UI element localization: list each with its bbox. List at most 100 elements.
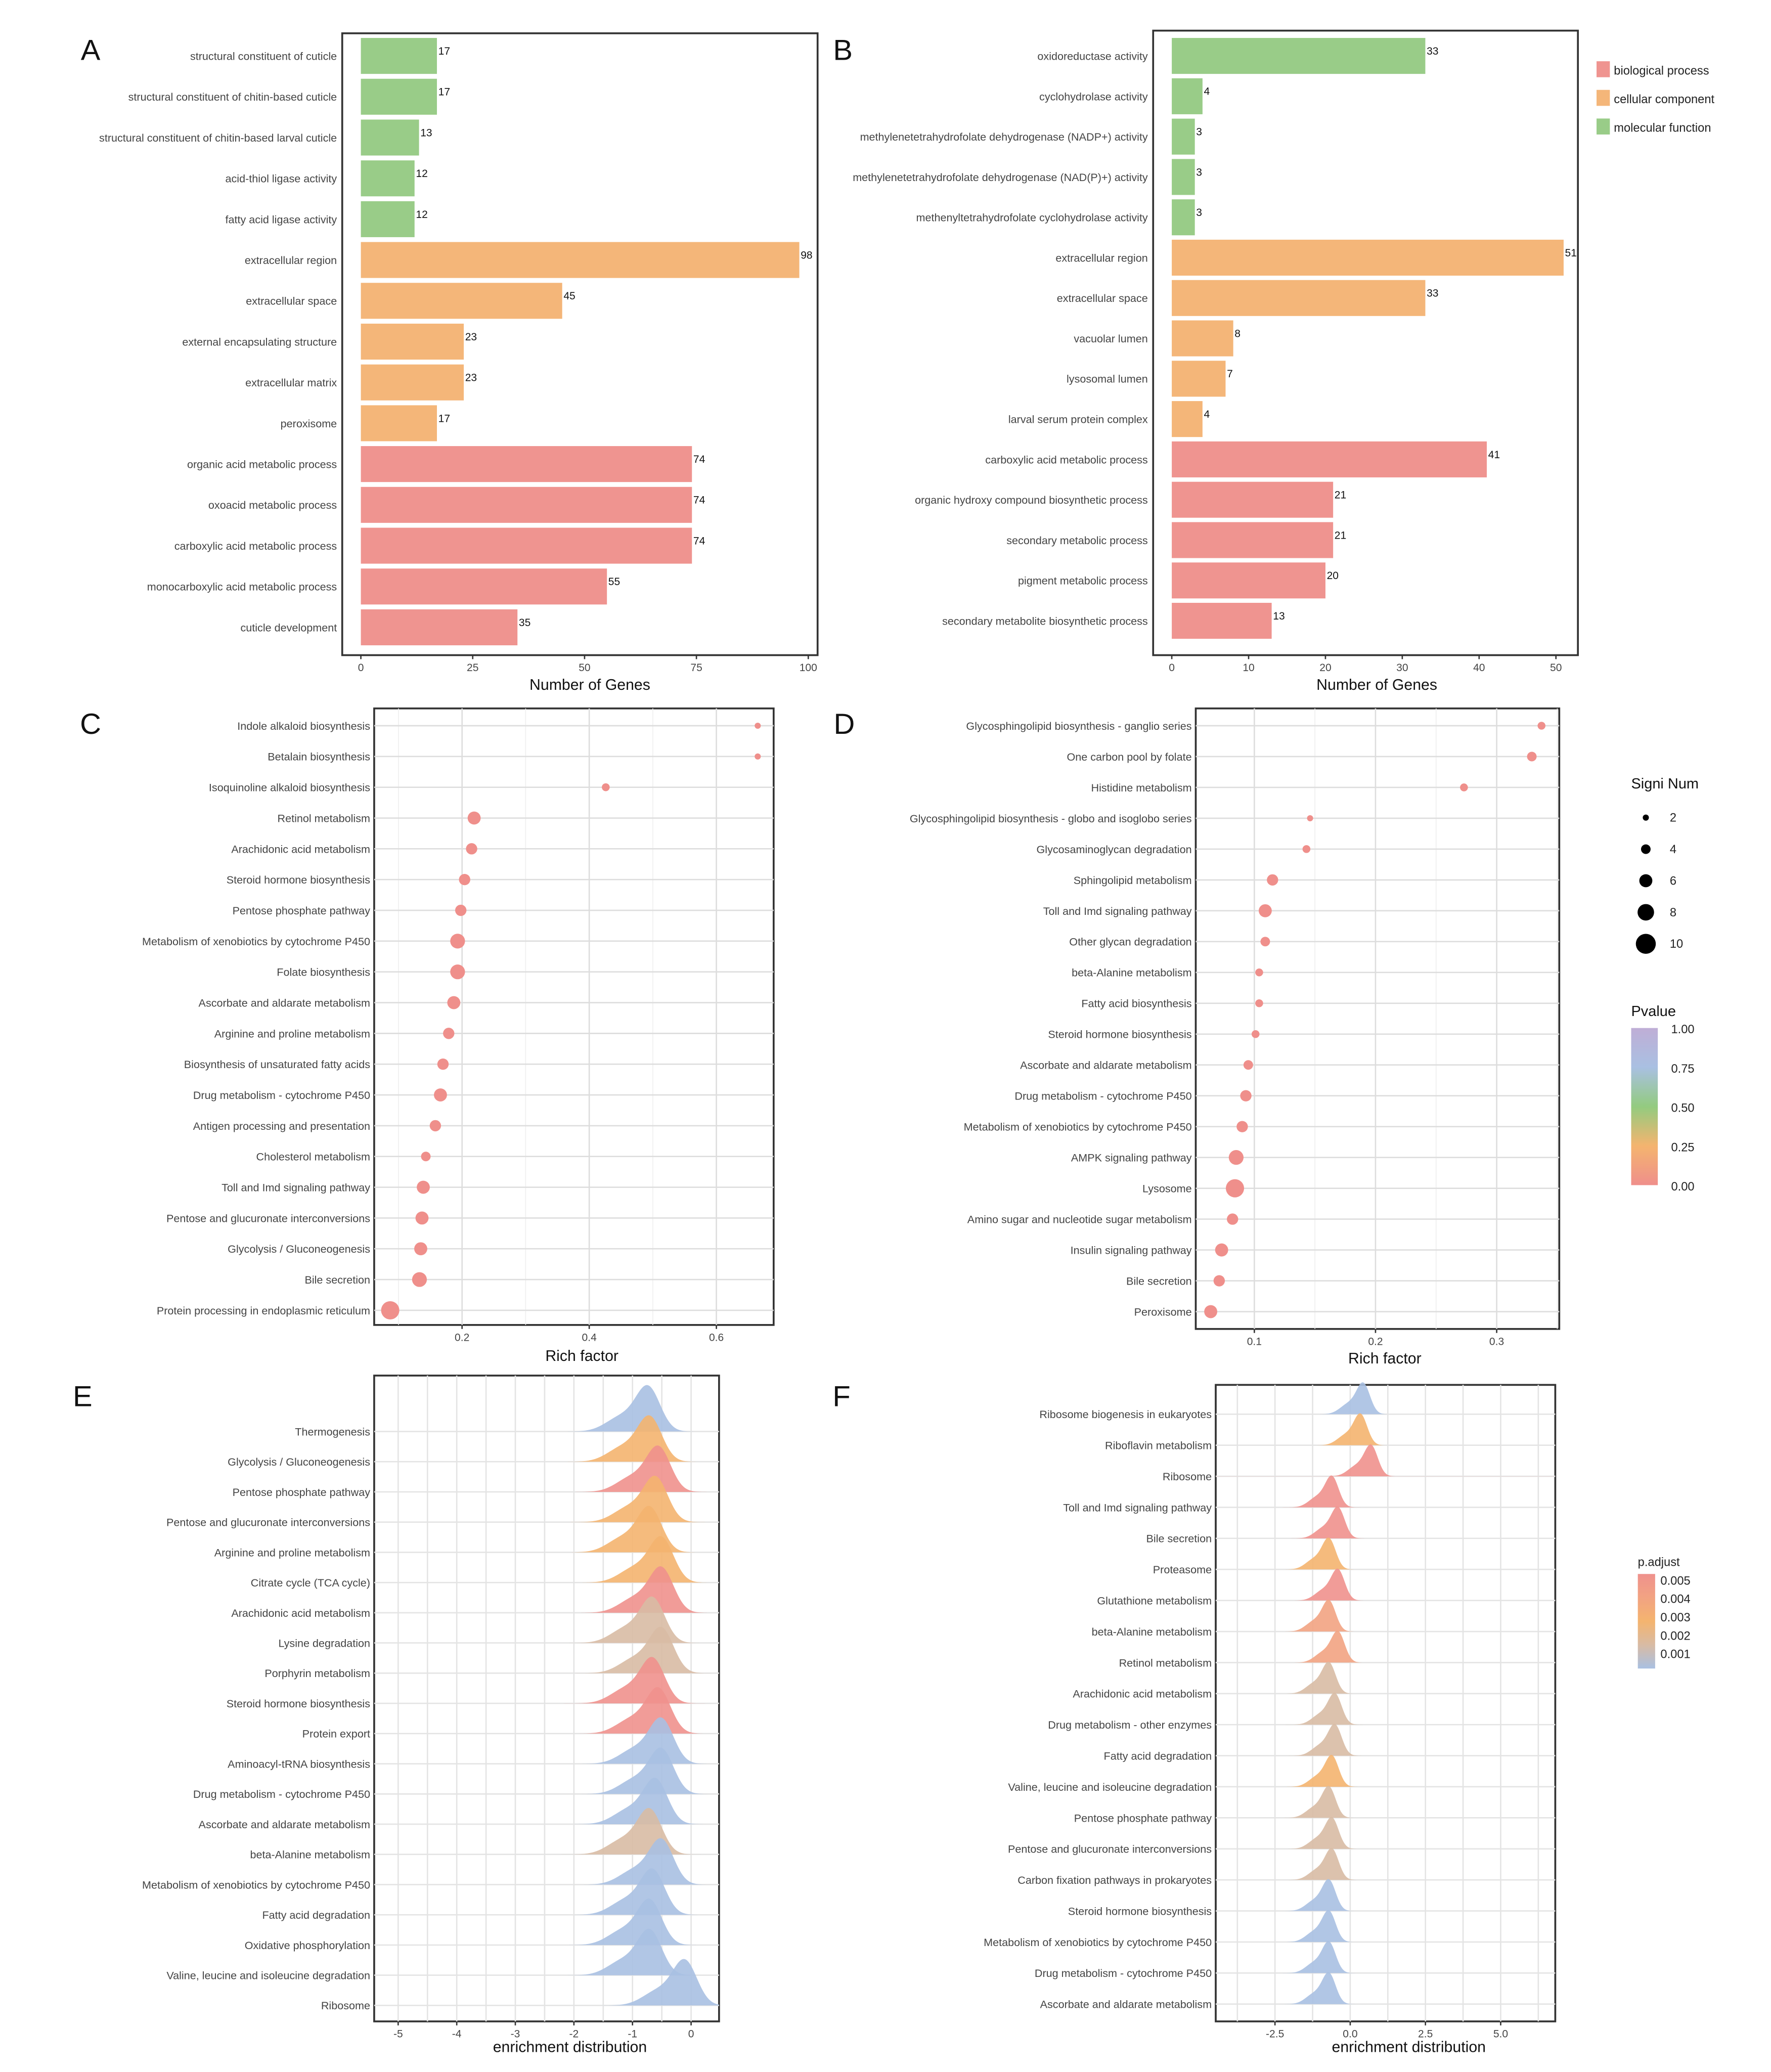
- category-label: extracellular region: [1055, 251, 1147, 264]
- category-label: Ascorbate and aldarate metabolism: [199, 1818, 370, 1831]
- category-label: Glycosaminoglycan degradation: [1037, 843, 1192, 856]
- legend-swatch: [1597, 118, 1610, 135]
- panel-f: F Ribosome biogenesis in eukaryotes Ribofl…: [832, 1380, 1557, 2056]
- category-label: cuticle development: [240, 621, 337, 634]
- category-label: Drug metabolism - cytochrome P450: [193, 1788, 370, 1800]
- bar-value-label: 51: [1565, 247, 1577, 259]
- legend-size-dot: [1643, 814, 1649, 821]
- color-bar-label: 0.25: [1671, 1141, 1694, 1154]
- category-label: Glycolysis / Gluconeogenesis: [228, 1456, 370, 1468]
- category-label: Proteasome: [1153, 1563, 1212, 1576]
- data-point: [1243, 1060, 1253, 1070]
- data-point: [1227, 1213, 1238, 1225]
- category-label: Lysine degradation: [278, 1637, 370, 1650]
- data-point: [412, 1272, 427, 1287]
- category-label: Ribosome: [321, 1999, 370, 2012]
- category-label: monocarboxylic acid metabolic process: [147, 581, 337, 593]
- x-tick-label: -2: [569, 2029, 579, 2040]
- bar: [1172, 159, 1195, 195]
- bar: [361, 405, 437, 442]
- bar: [361, 242, 800, 278]
- category-label: Ascorbate and aldarate metabolism: [1020, 1059, 1191, 1072]
- category-label: Glycolysis / Gluconeogenesis: [228, 1243, 370, 1255]
- category-label: acid-thiol ligase activity: [226, 172, 337, 185]
- bar: [1172, 602, 1272, 639]
- category-label: Fatty acid biosynthesis: [1081, 997, 1191, 1010]
- category-label: Bile secretion: [1126, 1274, 1192, 1287]
- bar-value-label: 13: [420, 127, 432, 139]
- category-label: Carbon fixation pathways in prokaryotes: [1017, 1874, 1212, 1886]
- x-tick-label: 0: [1169, 662, 1175, 674]
- bar-value-label: 45: [563, 290, 575, 302]
- category-label: Drug metabolism - cytochrome P450: [193, 1089, 370, 1101]
- category-label: Pentose phosphate pathway: [233, 904, 371, 917]
- legend-size-label: 2: [1670, 812, 1676, 825]
- bar-value-label: 4: [1204, 86, 1210, 98]
- data-point: [434, 1088, 447, 1101]
- data-point: [437, 1059, 449, 1070]
- panel-a: A 17 structural constituent of cuticle 17 st…: [81, 32, 819, 693]
- panel-e: E Thermogenesis Glycolysis / Gluconeogenes…: [73, 1375, 720, 2056]
- bar-value-label: 3: [1196, 166, 1202, 178]
- x-axis-title: enrichment distribution: [493, 2039, 647, 2056]
- category-label: Toll and Imd signaling pathway: [1063, 1501, 1212, 1514]
- legend-title: Signi Num: [1631, 776, 1699, 792]
- bar-value-label: 3: [1196, 207, 1202, 218]
- bar: [1172, 401, 1203, 437]
- data-point: [1213, 1275, 1225, 1287]
- category-label: methylenetetrahydrofolate dehydrogenase …: [853, 171, 1148, 184]
- category-label: Amino sugar and nucleotide sugar metabol…: [967, 1213, 1192, 1226]
- x-axis-title: Rich factor: [545, 1348, 618, 1364]
- color-bar-label: 0.00: [1671, 1180, 1694, 1194]
- category-label: Drug metabolism - other enzymes: [1048, 1718, 1212, 1731]
- data-point: [450, 934, 465, 949]
- density-ridge: [374, 1445, 719, 1492]
- category-label: structural constituent of chitin-based c…: [128, 91, 337, 103]
- color-bar: [1631, 1028, 1658, 1185]
- category-label: beta-Alanine metabolism: [250, 1848, 370, 1861]
- density-ridge: [374, 1566, 719, 1613]
- category-label: Peroxisome: [1134, 1305, 1192, 1318]
- category-label: One carbon pool by folate: [1067, 751, 1191, 763]
- data-point: [1307, 815, 1313, 821]
- density-ridge: [374, 1687, 719, 1734]
- bar-value-label: 35: [519, 617, 530, 629]
- x-tick-label: 0.0: [1343, 2029, 1357, 2040]
- category-label: Porphyrin metabolism: [264, 1667, 370, 1680]
- panel-letter: E: [73, 1380, 93, 1413]
- legend-d: Signi Num 2 4 6 8 10 Pvalue 1.00 0.75 0.50 0.25 0.0…: [1631, 776, 1699, 1194]
- bar-value-label: 4: [1204, 409, 1210, 420]
- bar-value-label: 8: [1234, 328, 1241, 339]
- color-bar: [1637, 1574, 1655, 1669]
- category-label: Pentose phosphate pathway: [1074, 1812, 1212, 1824]
- legend-size-dot: [1635, 934, 1656, 954]
- bar-value-label: 55: [608, 576, 620, 588]
- category-label: Ascorbate and aldarate metabolism: [199, 996, 370, 1009]
- data-point: [429, 1120, 441, 1132]
- bar: [1172, 280, 1426, 316]
- bar-value-label: 33: [1427, 288, 1438, 299]
- bar-value-label: 21: [1335, 490, 1346, 501]
- category-label: AMPK signaling pathway: [1071, 1152, 1192, 1164]
- category-label: Bile secretion: [1146, 1532, 1212, 1545]
- x-tick-label: 75: [690, 662, 702, 674]
- category-label: Steroid hormone biosynthesis: [1048, 1028, 1191, 1041]
- category-label: oxidoreductase activity: [1037, 50, 1148, 62]
- density-ridge: [374, 1536, 719, 1583]
- category-label: external encapsulating structure: [182, 335, 337, 348]
- data-point: [1225, 1179, 1245, 1198]
- category-label: beta-Alanine metabolism: [1092, 1625, 1212, 1638]
- density-ridge: [374, 1717, 719, 1764]
- bar-value-label: 23: [465, 331, 477, 343]
- density-ridge: [374, 1385, 719, 1432]
- data-point: [381, 1301, 400, 1319]
- category-label: Fatty acid degradation: [1104, 1749, 1212, 1762]
- category-label: carboxylic acid metabolic process: [985, 453, 1148, 466]
- plot-area: [1194, 707, 1561, 1330]
- category-label: Arginine and proline metabolism: [214, 1546, 370, 1559]
- category-label: Insulin signaling pathway: [1071, 1244, 1192, 1256]
- bar-value-label: 17: [438, 413, 450, 424]
- bar: [361, 323, 464, 360]
- legend-f: p.adjust 0.005 0.004 0.003 0.002 0.001: [1637, 1556, 1691, 1669]
